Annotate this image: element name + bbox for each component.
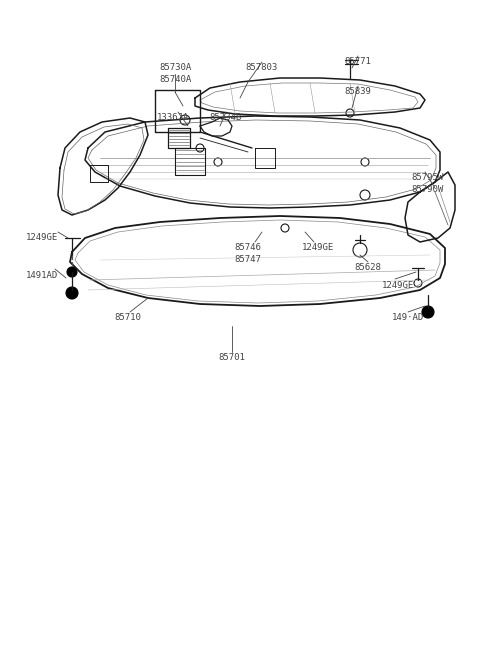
Circle shape	[180, 115, 190, 125]
Circle shape	[361, 158, 369, 166]
Text: 85795W: 85795W	[412, 173, 444, 183]
Text: 149·AD: 149·AD	[392, 313, 424, 323]
Text: 85701: 85701	[218, 353, 245, 363]
Text: 1249GE: 1249GE	[382, 281, 414, 290]
Text: 85710: 85710	[115, 313, 142, 323]
Text: 85790W: 85790W	[412, 185, 444, 194]
Text: 1336JA: 1336JA	[157, 114, 189, 122]
Circle shape	[67, 267, 77, 277]
Circle shape	[346, 109, 354, 117]
Circle shape	[196, 144, 204, 152]
Circle shape	[360, 190, 370, 200]
Circle shape	[414, 279, 422, 287]
Text: 85747: 85747	[235, 256, 262, 265]
Text: 85734B: 85734B	[210, 114, 242, 122]
Text: 85746: 85746	[235, 244, 262, 252]
Text: 85628: 85628	[355, 263, 382, 273]
Circle shape	[422, 306, 434, 318]
Text: 857803: 857803	[246, 64, 278, 72]
Circle shape	[281, 224, 289, 232]
Text: 85839: 85839	[345, 87, 372, 97]
Text: 1249GE: 1249GE	[302, 244, 334, 252]
Text: 1491AD: 1491AD	[26, 271, 58, 279]
Text: 85730A: 85730A	[159, 64, 191, 72]
Circle shape	[353, 243, 367, 257]
Text: 85740A: 85740A	[159, 76, 191, 85]
Circle shape	[214, 158, 222, 166]
Text: 85771: 85771	[345, 58, 372, 66]
Text: 1249GE: 1249GE	[26, 233, 58, 242]
Circle shape	[66, 287, 78, 299]
